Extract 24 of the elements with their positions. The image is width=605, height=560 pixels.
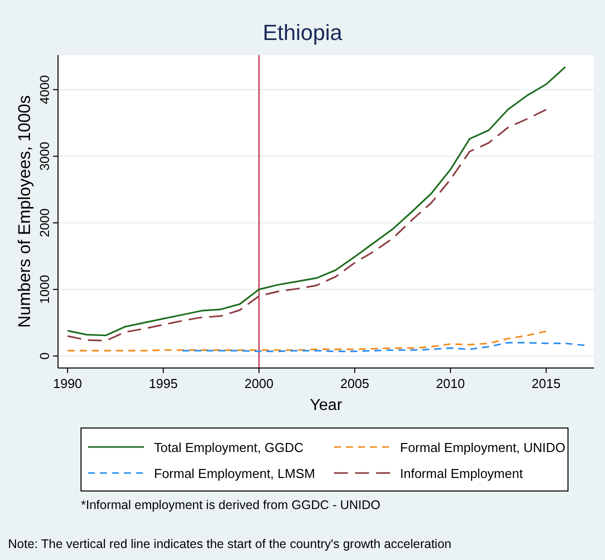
legend-label: Formal Employment, LMSM bbox=[154, 466, 316, 481]
text: Note: The vertical red line indicates the start of the country's growth acceleration bbox=[8, 537, 452, 551]
y-axis-title: Numbers of Employees, 1000s bbox=[15, 95, 34, 328]
legend-label: Total Employment, GGDC bbox=[154, 440, 304, 455]
x-tick-label: 2005 bbox=[340, 376, 370, 391]
x-tick-label: 2010 bbox=[436, 376, 465, 391]
y-tick-label: 1000 bbox=[37, 274, 52, 304]
text: *Informal employment is derived from GGDC - UNIDO bbox=[81, 498, 381, 512]
y-tick-label: 0 bbox=[37, 352, 52, 360]
x-axis-title: Year bbox=[310, 397, 343, 414]
legend-label: Formal Employment, UNIDO bbox=[400, 440, 566, 455]
line-series bbox=[66, 330, 547, 352]
x-tick-label: 2000 bbox=[244, 376, 274, 391]
x-tick-label: 2015 bbox=[532, 376, 561, 391]
line-series bbox=[66, 66, 566, 336]
line-series bbox=[182, 342, 586, 352]
y-tick-label: 2000 bbox=[37, 208, 52, 238]
chart-title: Ethiopia bbox=[262, 20, 344, 45]
x-tick-label: 1995 bbox=[148, 376, 178, 391]
y-tick-label: 4000 bbox=[37, 75, 52, 104]
x-tick-label: 1990 bbox=[53, 376, 82, 391]
line-series bbox=[66, 108, 547, 342]
y-tick-label: 3000 bbox=[37, 142, 52, 171]
legend-label: Informal Employment bbox=[400, 466, 524, 481]
